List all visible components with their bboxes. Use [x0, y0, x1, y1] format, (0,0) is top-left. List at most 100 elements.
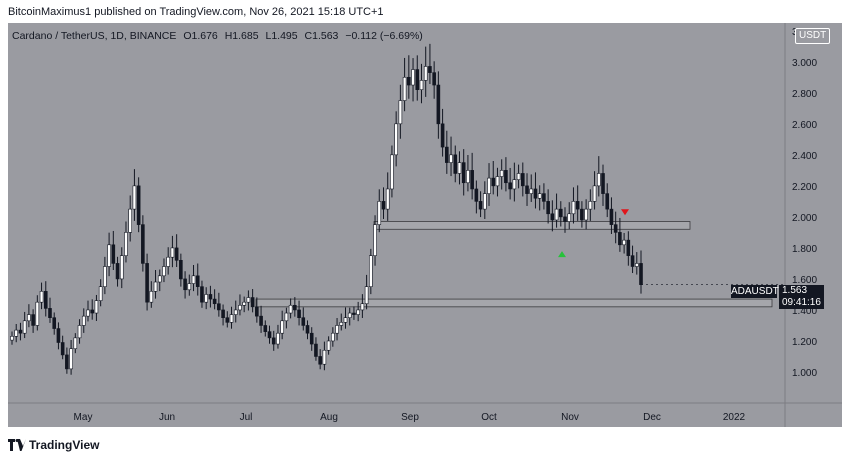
- candle[interactable]: [10, 331, 14, 345]
- candle[interactable]: [267, 325, 272, 344]
- candle[interactable]: [326, 336, 331, 355]
- candle[interactable]: [322, 341, 327, 371]
- candle[interactable]: [157, 269, 162, 292]
- candle[interactable]: [622, 232, 626, 254]
- candle[interactable]: [103, 256, 107, 295]
- candle[interactable]: [347, 307, 352, 326]
- candle[interactable]: [639, 250, 643, 294]
- candle[interactable]: [537, 185, 542, 211]
- candle[interactable]: [52, 312, 57, 335]
- candle[interactable]: [27, 304, 31, 328]
- candle[interactable]: [398, 84, 403, 139]
- candle[interactable]: [69, 339, 73, 375]
- candle[interactable]: [212, 289, 217, 310]
- candle[interactable]: [584, 199, 588, 230]
- candle[interactable]: [111, 230, 116, 270]
- candle[interactable]: [250, 289, 255, 313]
- candle[interactable]: [128, 195, 133, 242]
- candle[interactable]: [520, 162, 525, 197]
- candle[interactable]: [609, 197, 614, 235]
- candle[interactable]: [563, 207, 567, 233]
- candle[interactable]: [132, 169, 137, 221]
- candle[interactable]: [107, 232, 111, 277]
- candle[interactable]: [145, 253, 149, 311]
- candle[interactable]: [221, 304, 225, 326]
- currency-badge[interactable]: USDT: [795, 28, 831, 44]
- candle[interactable]: [525, 173, 529, 206]
- candle[interactable]: [98, 279, 103, 307]
- candle[interactable]: [43, 281, 48, 317]
- candle[interactable]: [233, 300, 238, 323]
- candle[interactable]: [162, 258, 166, 283]
- candle[interactable]: [364, 274, 369, 310]
- candle[interactable]: [516, 164, 521, 189]
- candle[interactable]: [166, 247, 170, 275]
- candle[interactable]: [293, 297, 297, 317]
- candle[interactable]: [436, 71, 441, 139]
- candle[interactable]: [124, 221, 128, 263]
- candle[interactable]: [39, 282, 44, 310]
- zone-resistance[interactable]: [373, 221, 691, 230]
- candle[interactable]: [238, 294, 242, 316]
- candle[interactable]: [457, 151, 462, 185]
- candle[interactable]: [77, 319, 82, 344]
- candle[interactable]: [449, 136, 453, 177]
- candle[interactable]: [343, 307, 348, 329]
- candle[interactable]: [195, 263, 200, 296]
- candle[interactable]: [487, 163, 491, 206]
- candle[interactable]: [153, 270, 158, 299]
- candle[interactable]: [301, 307, 306, 331]
- candle[interactable]: [255, 297, 259, 323]
- candle[interactable]: [331, 327, 335, 347]
- candle[interactable]: [259, 305, 263, 333]
- footer-brand[interactable]: TradingView: [8, 436, 99, 454]
- candle[interactable]: [94, 294, 99, 321]
- candle[interactable]: [22, 311, 27, 339]
- candle[interactable]: [48, 297, 52, 323]
- candle[interactable]: [136, 177, 141, 233]
- candle[interactable]: [356, 301, 360, 322]
- candle[interactable]: [191, 265, 196, 292]
- candle[interactable]: [377, 189, 382, 233]
- candle[interactable]: [466, 155, 470, 192]
- candle[interactable]: [318, 349, 322, 370]
- candle[interactable]: [554, 193, 559, 228]
- candle[interactable]: [478, 191, 483, 218]
- candle[interactable]: [360, 294, 365, 318]
- candle[interactable]: [119, 247, 124, 289]
- candle[interactable]: [428, 43, 432, 84]
- candle[interactable]: [242, 296, 246, 313]
- candle[interactable]: [601, 164, 605, 206]
- candle[interactable]: [81, 308, 86, 333]
- candle[interactable]: [423, 46, 428, 97]
- candle[interactable]: [440, 108, 445, 157]
- candle[interactable]: [499, 159, 504, 190]
- candle[interactable]: [352, 306, 356, 320]
- candle[interactable]: [407, 55, 411, 99]
- candle[interactable]: [187, 274, 192, 296]
- candle[interactable]: [385, 172, 390, 221]
- candle[interactable]: [229, 306, 234, 329]
- candle[interactable]: [630, 245, 635, 274]
- candle[interactable]: [90, 299, 95, 320]
- candle[interactable]: [508, 167, 512, 200]
- candle[interactable]: [373, 215, 377, 266]
- candle[interactable]: [65, 347, 69, 374]
- candle[interactable]: [179, 253, 183, 287]
- candle[interactable]: [618, 217, 622, 252]
- candle[interactable]: [550, 200, 555, 232]
- candle[interactable]: [288, 298, 293, 319]
- candle[interactable]: [580, 201, 584, 228]
- candle[interactable]: [571, 187, 576, 224]
- candle[interactable]: [183, 271, 187, 299]
- candle[interactable]: [533, 172, 538, 209]
- candle[interactable]: [297, 300, 301, 326]
- candle[interactable]: [217, 292, 221, 317]
- candle[interactable]: [495, 167, 500, 197]
- candle[interactable]: [284, 307, 289, 329]
- candle[interactable]: [60, 335, 65, 360]
- candle[interactable]: [445, 130, 449, 174]
- candle[interactable]: [204, 287, 208, 310]
- candle[interactable]: [31, 309, 35, 333]
